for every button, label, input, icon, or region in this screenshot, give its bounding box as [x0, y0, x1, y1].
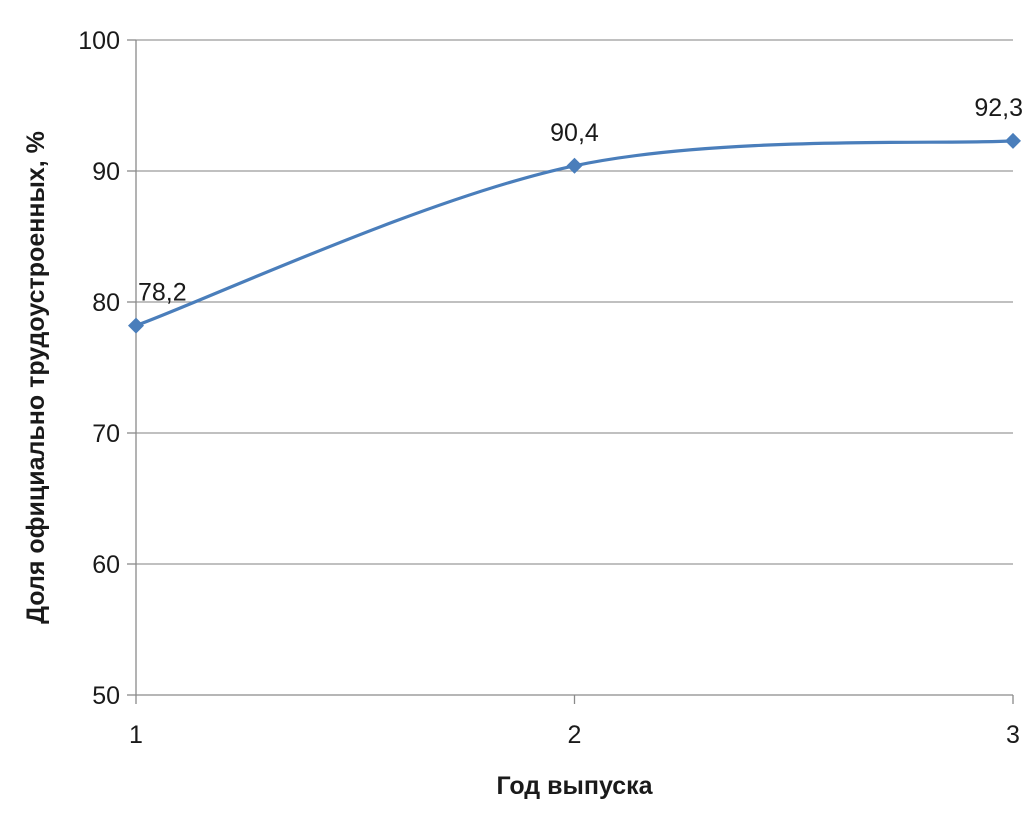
data-point-2 [566, 157, 583, 174]
y-tick-labels: 50 60 70 80 90 100 [78, 27, 120, 710]
gridlines [136, 39, 1013, 565]
data-label-3: 92,3 [974, 94, 1023, 122]
y-tick-label-80: 80 [92, 289, 120, 317]
y-tick-label-60: 60 [92, 551, 120, 579]
series [128, 132, 1021, 334]
data-point-3 [1005, 132, 1021, 149]
y-axis-title: Доля официально трудоустроенных, % [22, 131, 50, 624]
data-labels: 78,2 90,4 92,3 [138, 94, 1023, 307]
x-tick-label-1: 1 [129, 721, 143, 749]
x-tick-labels: 1 2 3 [129, 721, 1020, 749]
data-point-1 [128, 317, 144, 334]
y-tick-label-90: 90 [92, 158, 120, 186]
data-label-2: 90,4 [550, 119, 599, 147]
x-axis-title: Год выпуска [496, 772, 653, 800]
y-tick-label-70: 70 [92, 420, 120, 448]
x-tick-label-3: 3 [1006, 721, 1020, 749]
y-tick-label-100: 100 [78, 27, 120, 55]
y-tick-label-50: 50 [92, 682, 120, 710]
data-label-1: 78,2 [138, 279, 187, 307]
x-tick-label-2: 2 [568, 721, 582, 749]
axes [127, 39, 1014, 704]
